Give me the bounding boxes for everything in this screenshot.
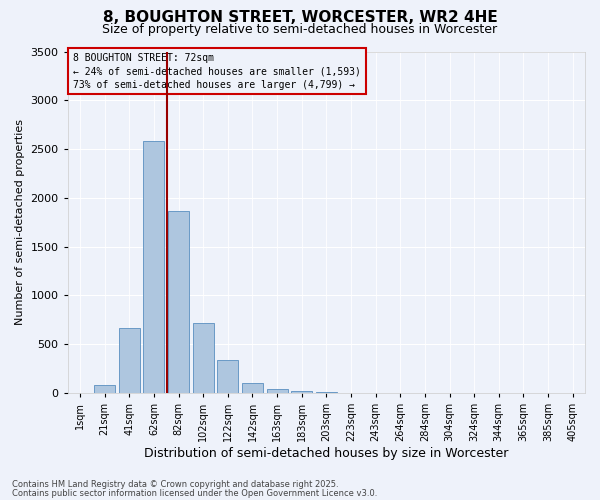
Text: 8, BOUGHTON STREET, WORCESTER, WR2 4HE: 8, BOUGHTON STREET, WORCESTER, WR2 4HE (103, 10, 497, 25)
Y-axis label: Number of semi-detached properties: Number of semi-detached properties (15, 120, 25, 326)
X-axis label: Distribution of semi-detached houses by size in Worcester: Distribution of semi-detached houses by … (144, 447, 509, 460)
Bar (119, 328, 140, 393)
Bar (193, 323, 214, 393)
Bar (266, 388, 287, 393)
Text: 8 BOUGHTON STREET: 72sqm
← 24% of semi-detached houses are smaller (1,593)
73% o: 8 BOUGHTON STREET: 72sqm ← 24% of semi-d… (73, 53, 361, 90)
Bar (242, 383, 263, 393)
Text: Size of property relative to semi-detached houses in Worcester: Size of property relative to semi-detach… (103, 22, 497, 36)
Text: Contains HM Land Registry data © Crown copyright and database right 2025.: Contains HM Land Registry data © Crown c… (12, 480, 338, 489)
Bar (217, 360, 238, 393)
Bar (291, 391, 312, 393)
Text: Contains public sector information licensed under the Open Government Licence v3: Contains public sector information licen… (12, 488, 377, 498)
Bar (168, 210, 189, 393)
Bar (143, 142, 164, 393)
Bar (94, 385, 115, 393)
Bar (316, 392, 337, 393)
